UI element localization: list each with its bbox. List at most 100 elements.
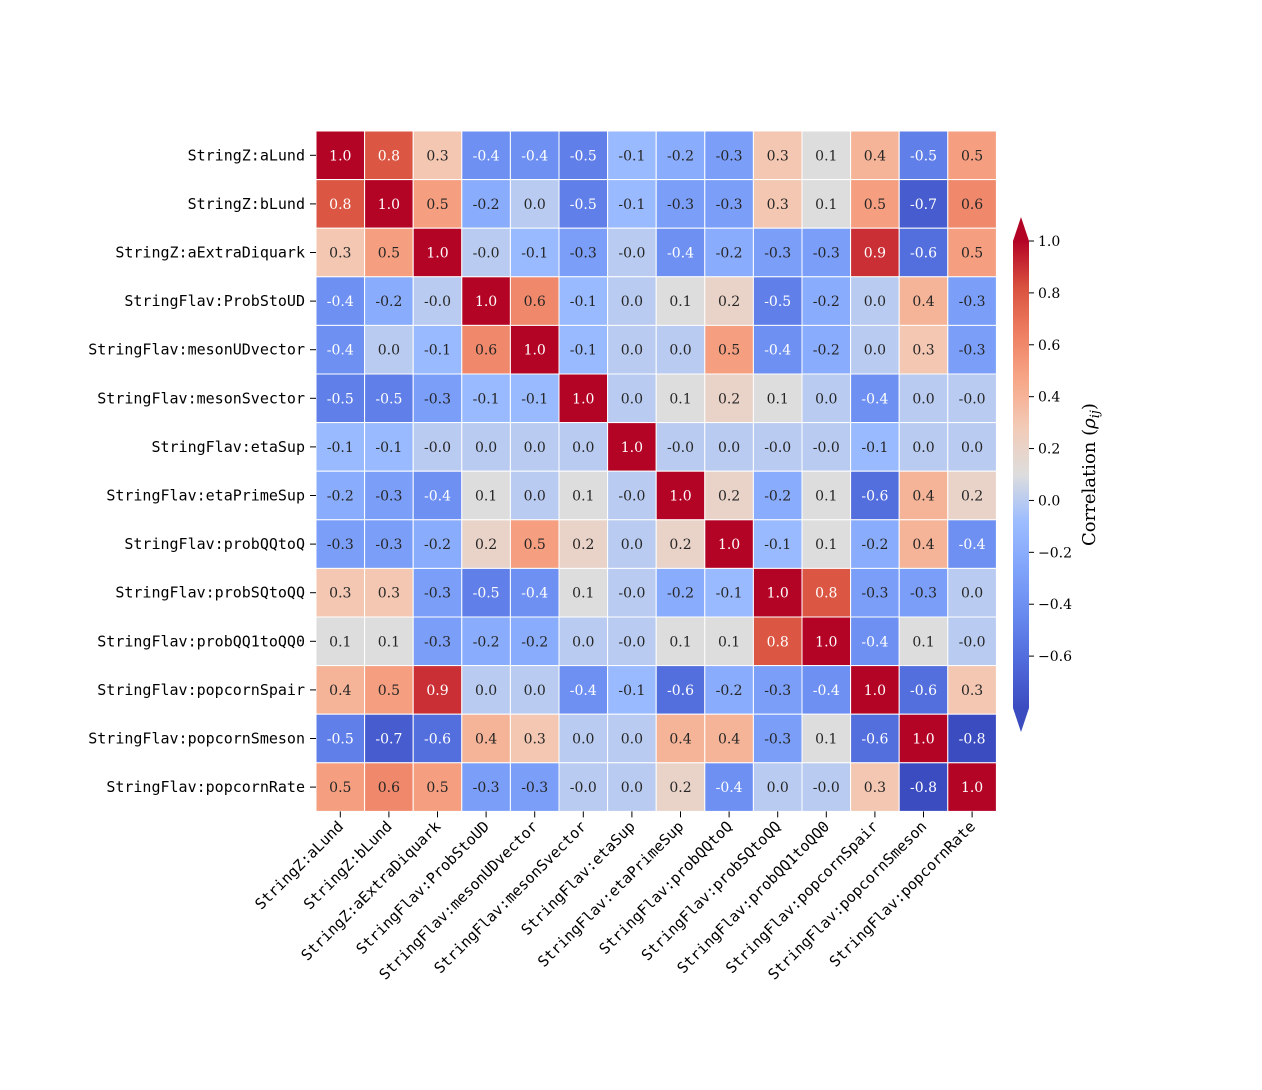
cell-value: 1.0: [475, 294, 497, 310]
cell-value: -0.2: [861, 537, 888, 553]
cell-value: 0.0: [621, 537, 643, 553]
cell-value: -0.0: [959, 634, 986, 650]
heatmap-cell: [704, 470, 754, 521]
heatmap-cell: [655, 665, 706, 715]
cell-value: -0.1: [521, 391, 548, 407]
row-label: StringFlav:probSQtoQQ: [115, 584, 305, 602]
cell-value: -0.3: [716, 197, 743, 213]
cell-value: -0.2: [473, 197, 500, 213]
colorbar-label: Correlation (ρij): [1079, 403, 1103, 546]
cell-value: -0.2: [473, 634, 500, 650]
cell-value: -0.0: [618, 489, 645, 505]
heatmap-cell: [704, 373, 754, 424]
cell-value: 0.3: [912, 343, 934, 359]
heatmap-cell: [850, 373, 900, 424]
cell-value: -0.4: [667, 246, 694, 262]
row-label: StringZ:aLund: [188, 146, 305, 164]
cell-value: 1.0: [426, 246, 448, 262]
heatmap-cell: [850, 276, 900, 326]
cell-value: 0.2: [669, 537, 691, 553]
heatmap-cell: [315, 422, 366, 472]
heatmap-cell: [607, 762, 657, 812]
heatmap-cell: [315, 130, 366, 181]
cell-value: 0.0: [621, 294, 643, 310]
cell-value: -0.0: [618, 586, 645, 602]
cell-value: 1.0: [329, 148, 351, 164]
heatmap-cell: [558, 567, 609, 618]
heatmap-cell: [655, 762, 706, 812]
cell-value: -0.2: [813, 294, 840, 310]
heatmap-cell: [461, 519, 511, 569]
cell-value: 1.0: [961, 780, 983, 796]
heatmap-cell: [461, 422, 511, 472]
cell-value: 1.0: [767, 586, 789, 602]
heatmap-cell: [558, 179, 609, 229]
heatmap-cell: [898, 276, 949, 326]
cell-value: 0.0: [524, 197, 546, 213]
cell-value: -0.3: [910, 586, 937, 602]
heatmap-cell: [947, 470, 997, 521]
cell-value: -0.5: [375, 391, 402, 407]
cell-value: 0.2: [718, 489, 740, 505]
cell-value: -0.3: [327, 537, 354, 553]
cell-value: -0.3: [424, 391, 451, 407]
cell-value: -0.1: [716, 586, 743, 602]
cell-value: 0.5: [961, 148, 983, 164]
heatmap-cell: [704, 179, 754, 229]
heatmap-cell: [655, 373, 706, 424]
cell-value: -0.1: [570, 343, 597, 359]
cell-value: -0.1: [618, 683, 645, 699]
cell-value: 0.2: [718, 391, 740, 407]
cell-value: 0.0: [572, 634, 594, 650]
cell-value: -0.3: [375, 537, 402, 553]
cell-value: 0.3: [329, 586, 351, 602]
heatmap-cell: [412, 130, 463, 181]
cell-value: 0.3: [329, 246, 351, 262]
heatmap-cell: [801, 713, 852, 764]
cell-value: 1.0: [524, 343, 546, 359]
cell-value: 0.1: [718, 634, 740, 650]
cell-value: -0.4: [521, 148, 548, 164]
cell-value: -0.2: [327, 489, 354, 505]
cell-value: 0.1: [572, 586, 594, 602]
cell-value: -0.3: [813, 246, 840, 262]
cell-value: -0.0: [424, 440, 451, 456]
cell-value: 0.4: [912, 294, 934, 310]
heatmap-cell: [655, 616, 706, 667]
heatmap-cell: [509, 567, 560, 618]
cell-value: 0.4: [329, 683, 351, 699]
cell-value: -0.8: [959, 732, 986, 748]
heatmap-cell: [412, 179, 463, 229]
cell-value: -0.4: [521, 586, 548, 602]
cell-value: 1.0: [669, 489, 691, 505]
heatmap-cell: [898, 179, 949, 229]
cell-value: 0.0: [815, 391, 837, 407]
heatmap-cell: [752, 519, 803, 569]
cell-value: -0.4: [716, 780, 743, 796]
heatmap-cell: [947, 713, 997, 764]
heatmap-cell: [947, 665, 997, 715]
cell-value: 0.2: [669, 780, 691, 796]
cell-value: -0.1: [521, 246, 548, 262]
cell-value: 0.8: [767, 634, 789, 650]
cell-value: 0.3: [767, 197, 789, 213]
heatmap-cell: [752, 324, 803, 375]
heatmap-cell: [947, 130, 997, 181]
cell-value: -0.1: [618, 148, 645, 164]
cell-value: 0.5: [426, 780, 448, 796]
cell-value: 0.1: [815, 732, 837, 748]
cell-value: -0.0: [618, 246, 645, 262]
heatmap-cell: [461, 762, 511, 812]
colorbar-ticks: 1.0 0.8 0.6 0.4 0.2 0.0 −0.2 −0.4 −0.6: [1029, 234, 1072, 665]
cell-value: 1.0: [621, 440, 643, 456]
cell-value: 0.0: [912, 391, 934, 407]
cell-value: -0.4: [327, 343, 354, 359]
cell-value: -0.1: [375, 440, 402, 456]
row-label: StringFlav:ProbStoUD: [124, 292, 305, 310]
cell-value: 0.5: [961, 246, 983, 262]
heatmap-cell: [752, 130, 803, 181]
cell-value: 0.5: [864, 197, 886, 213]
heatmap-cell: [947, 373, 997, 424]
cell-value: -0.2: [667, 586, 694, 602]
